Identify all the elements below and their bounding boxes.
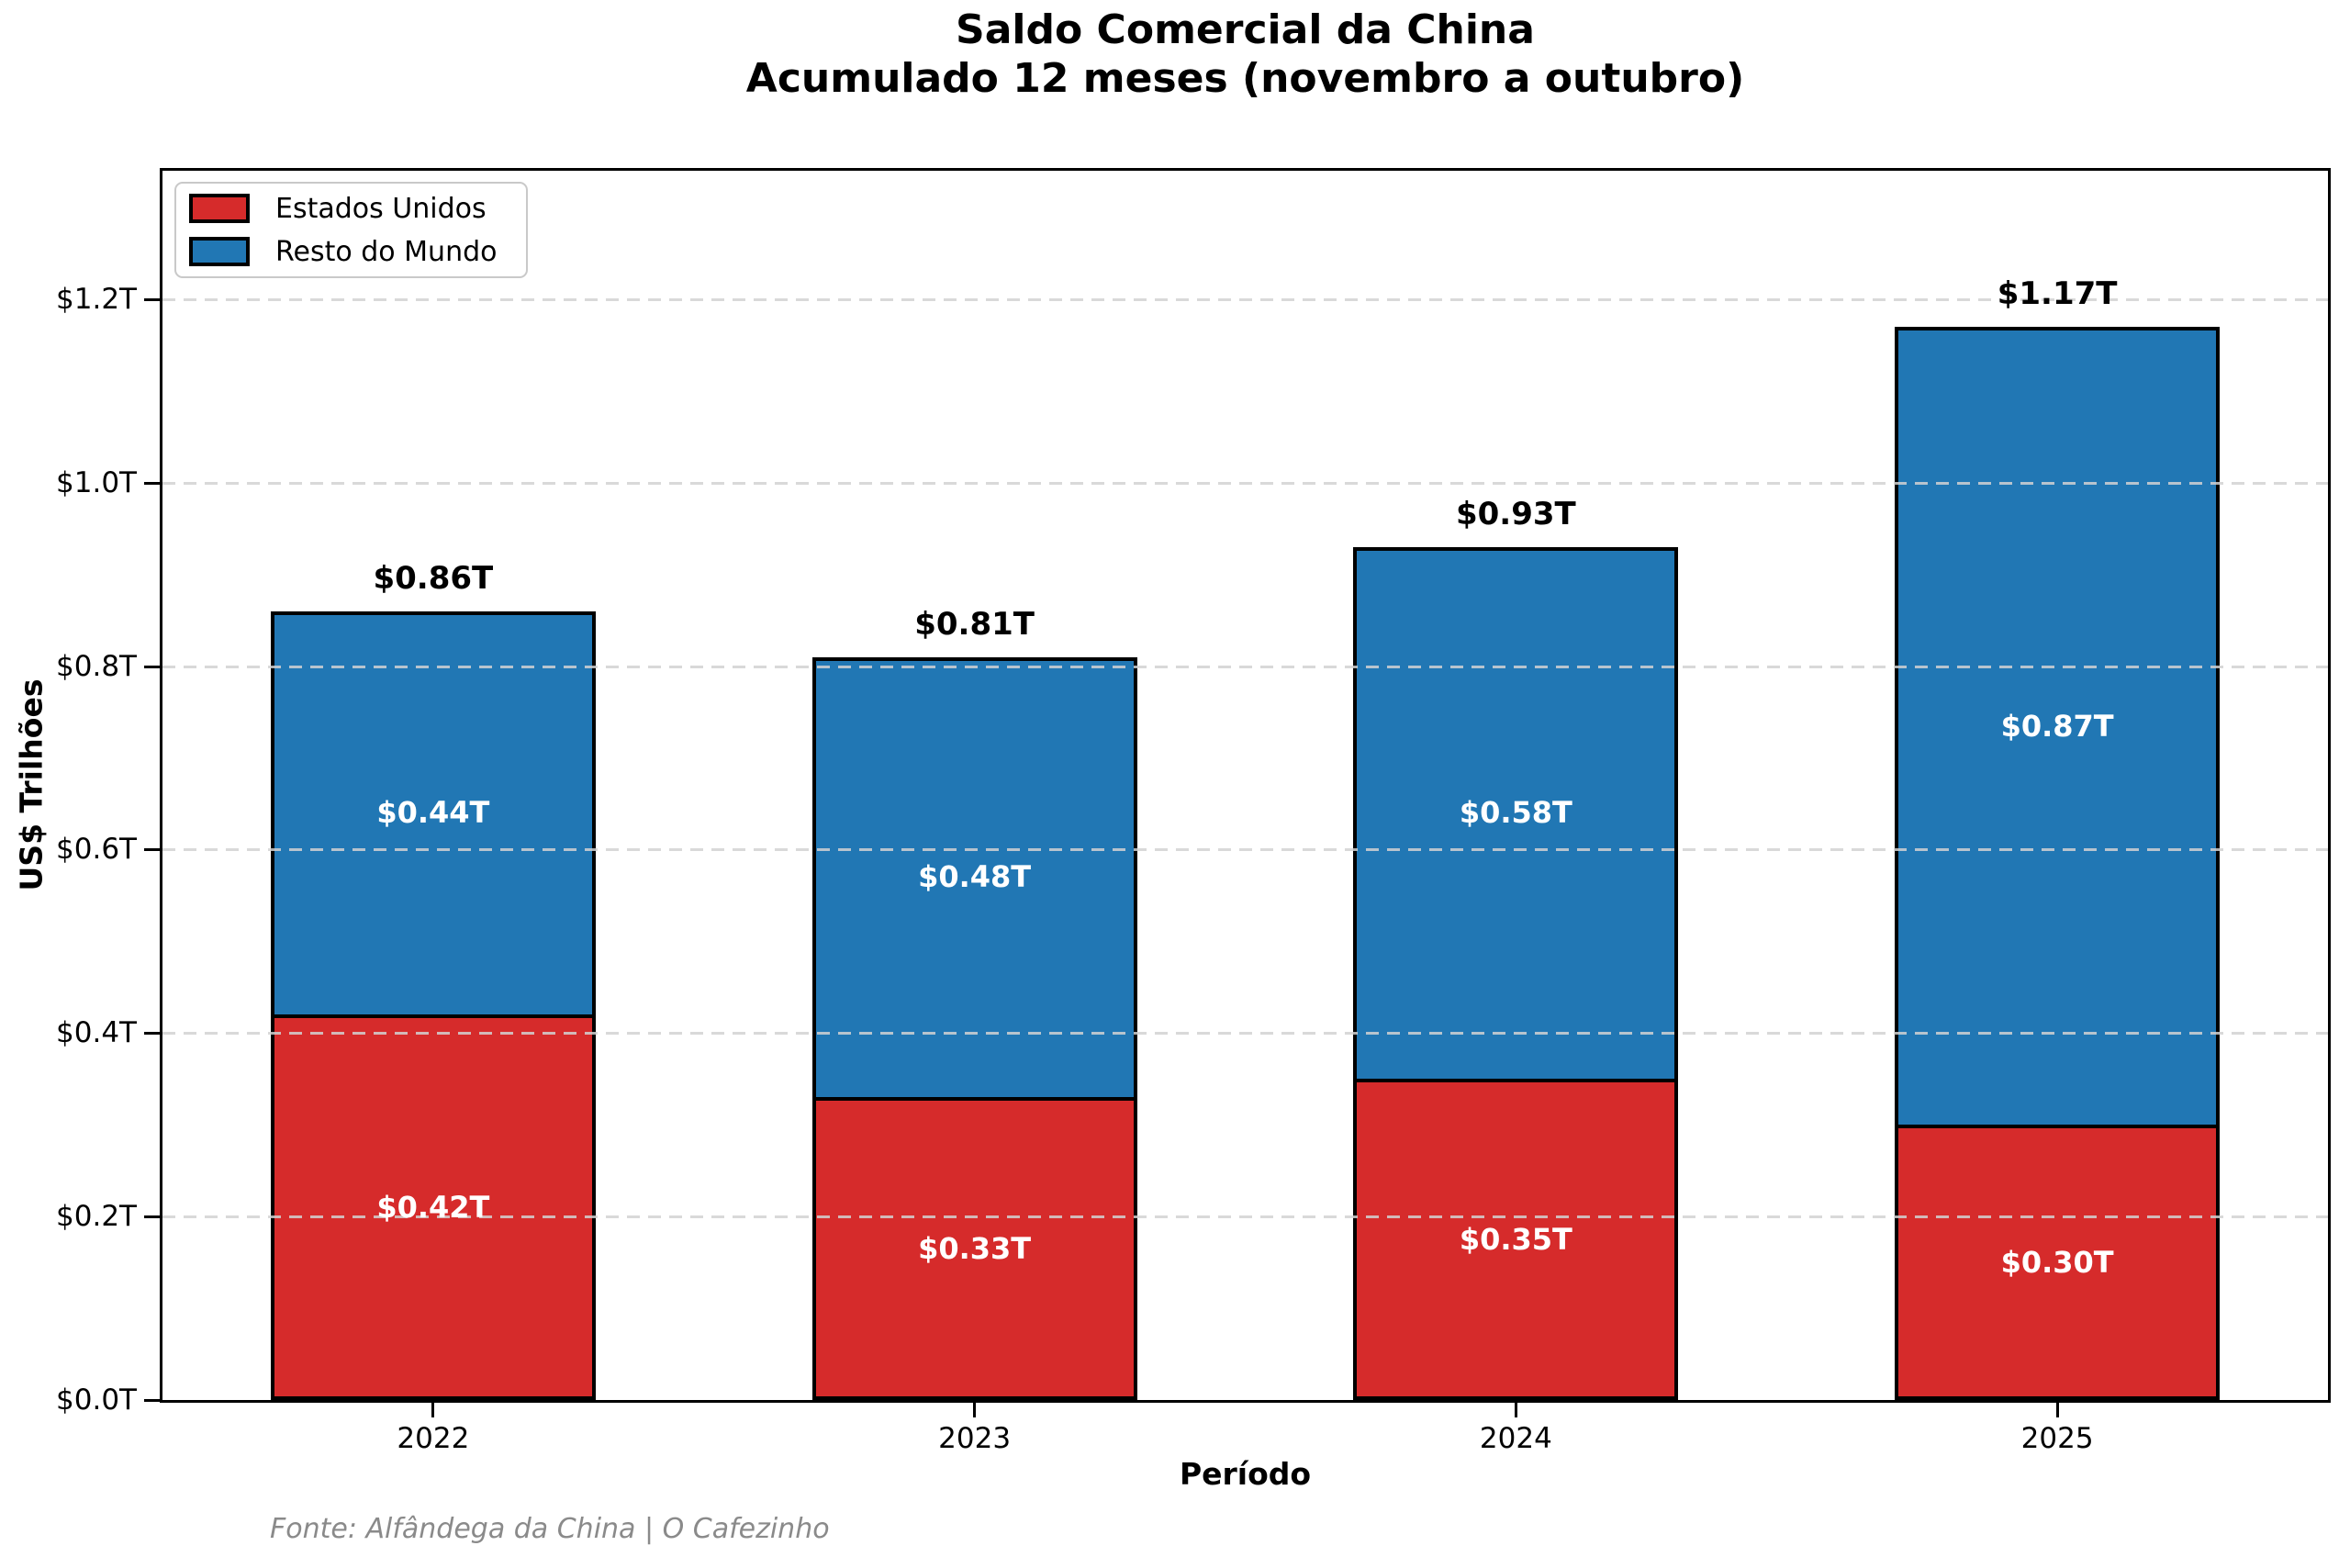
- y-tick: [144, 1032, 160, 1036]
- bar-value-label-estados-unidos: $0.30T: [2000, 1245, 2114, 1281]
- bar-total-label: $0.86T: [373, 559, 494, 597]
- source-note: Fonte: Alfândega da China | O Cafezinho: [270, 1513, 830, 1545]
- bar-2023-resto-do-mundo: [811, 656, 1137, 1102]
- y-tick: [144, 848, 160, 852]
- bar-value-label-resto-do-mundo: $0.48T: [918, 859, 1032, 895]
- x-tick: [973, 1400, 977, 1417]
- legend-swatch-estados-unidos: [189, 194, 250, 223]
- y-tick-label: $0.0T: [56, 1383, 137, 1417]
- y-tick: [144, 297, 160, 301]
- y-tick-label: $1.2T: [56, 282, 137, 316]
- y-tick-label: $0.4T: [56, 1016, 137, 1050]
- gridline: [162, 297, 2328, 301]
- y-tick-label: $0.6T: [56, 833, 137, 867]
- x-tick-label: 2025: [2020, 1422, 2094, 1455]
- chart-title-line1: Saldo Comercial da China: [956, 6, 1535, 53]
- legend-label-estados-unidos: Estados Unidos: [275, 192, 487, 225]
- x-tick: [431, 1400, 435, 1417]
- bar-2022-resto-do-mundo: [270, 610, 596, 1019]
- y-tick: [144, 1215, 160, 1219]
- chart-title-line2: Acumulado 12 meses (novembro a outubro): [745, 55, 1745, 102]
- bar-total-label: $0.93T: [1455, 495, 1576, 532]
- legend-item-resto-do-mundo: Resto do Mundo: [189, 236, 513, 268]
- gridline: [162, 481, 2328, 485]
- gridline: [162, 665, 2328, 668]
- legend-item-estados-unidos: Estados Unidos: [189, 193, 513, 225]
- bar-total-label: $1.17T: [1997, 274, 2118, 312]
- bar-2022-estados-unidos: [270, 1014, 596, 1400]
- plot-area: Estados Unidos Resto do Mundo $0.0T $0.2T…: [56, 168, 2331, 1455]
- bar-value-label-resto-do-mundo: $0.58T: [1459, 795, 1572, 831]
- legend-label-resto-do-mundo: Resto do Mundo: [275, 235, 498, 268]
- gridline: [162, 1215, 2328, 1219]
- y-tick: [144, 1399, 160, 1402]
- x-tick-label: 2022: [397, 1422, 470, 1455]
- x-tick-label: 2024: [1479, 1422, 1552, 1455]
- bar-total-label: $0.81T: [914, 605, 1035, 643]
- x-axis-label: Período: [1179, 1456, 1312, 1492]
- y-tick-label: $1.0T: [56, 465, 137, 499]
- bar-value-label-estados-unidos: $0.33T: [918, 1231, 1032, 1267]
- x-tick-label: 2023: [938, 1422, 1012, 1455]
- bar-value-label-estados-unidos: $0.42T: [376, 1190, 490, 1226]
- x-tick: [1514, 1400, 1517, 1417]
- legend-swatch-resto-do-mundo: [189, 237, 250, 266]
- bar-2025-resto-do-mundo: [1895, 326, 2221, 1129]
- y-tick: [144, 481, 160, 485]
- y-tick-label: $0.8T: [56, 649, 137, 683]
- bar-value-label-resto-do-mundo: $0.87T: [2000, 708, 2114, 744]
- bar-value-label-estados-unidos: $0.35T: [1459, 1222, 1572, 1258]
- bar-2025-estados-unidos: [1895, 1125, 2221, 1400]
- y-tick: [144, 665, 160, 668]
- legend: Estados Unidos Resto do Mundo: [174, 182, 528, 278]
- bar-value-label-resto-do-mundo: $0.44T: [376, 795, 490, 831]
- bar-2024-estados-unidos: [1353, 1079, 1679, 1400]
- chart-title: Saldo Comercial da China Acumulado 12 me…: [160, 6, 2331, 103]
- gridline: [162, 1032, 2328, 1036]
- x-tick: [2055, 1400, 2059, 1417]
- gridline: [162, 848, 2328, 852]
- bar-2024-resto-do-mundo: [1353, 546, 1679, 1083]
- y-tick-label: $0.2T: [56, 1200, 137, 1234]
